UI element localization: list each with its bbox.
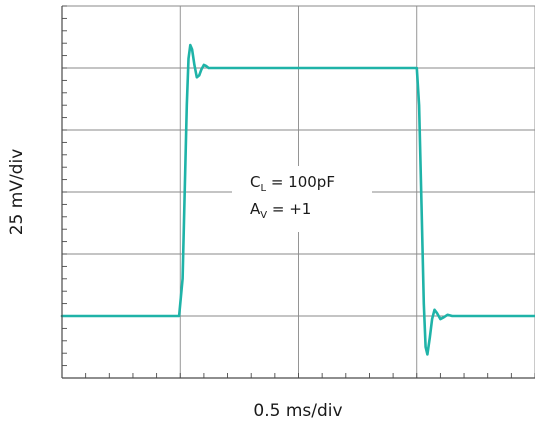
- annotation-cl: CL = 100pF: [250, 173, 335, 194]
- waveform-series-1: [60, 43, 535, 356]
- annotation-background: [232, 166, 372, 232]
- y-axis-label: 25 mV/div: [7, 149, 27, 236]
- annotation-av: AV = +1: [250, 200, 311, 221]
- minor-ticks: [61, 5, 535, 378]
- waveform-traces: [60, 43, 535, 356]
- x-axis-label: 0.5 ms/div: [253, 401, 342, 421]
